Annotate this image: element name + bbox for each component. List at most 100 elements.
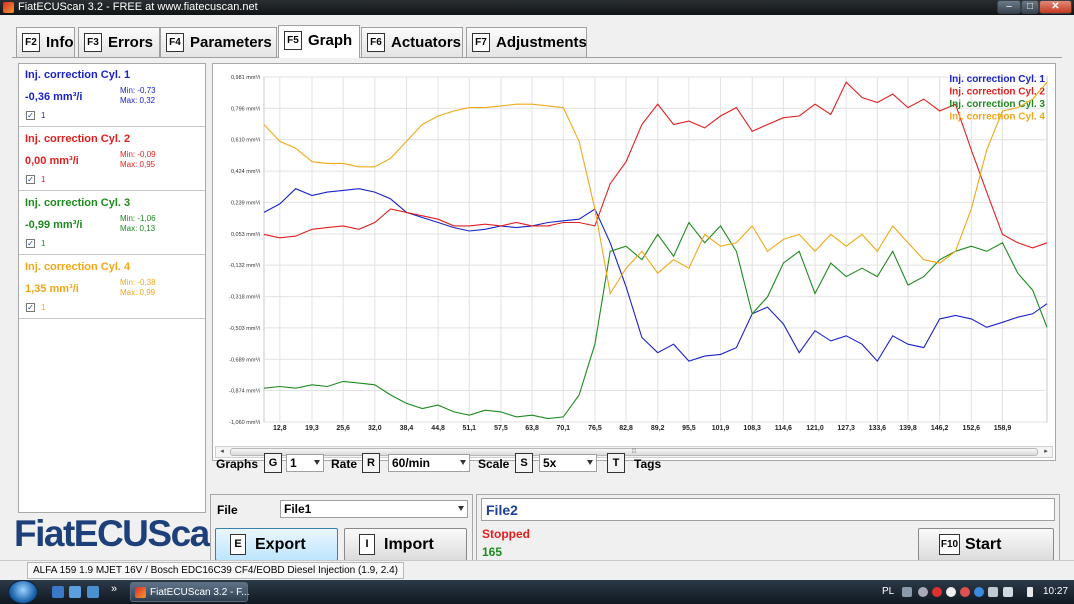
close-button[interactable]: ✕ bbox=[1039, 0, 1072, 14]
sensor-min: Min: -0,38 bbox=[120, 278, 156, 287]
tab-label: Parameters bbox=[190, 34, 272, 51]
export-button[interactable]: E Export bbox=[215, 528, 338, 561]
volume-icon[interactable] bbox=[988, 587, 998, 597]
clock[interactable]: 10:27 bbox=[1043, 586, 1069, 597]
quick-launch-more-icon[interactable]: » bbox=[111, 583, 118, 595]
battery-icon[interactable] bbox=[1027, 587, 1033, 597]
tab-label: Actuators bbox=[391, 34, 462, 51]
y-tick-label: -0,874 mm³/i bbox=[229, 389, 260, 395]
x-tick-label: 89,2 bbox=[651, 425, 665, 432]
line-chart: 0,981 mm³/i 0,796 mm³/i 0,610 mm³/i 0,424 m… bbox=[229, 74, 1048, 432]
sensor-name: Inj. correction Cyl. 4 bbox=[25, 261, 131, 273]
network-icon[interactable] bbox=[87, 586, 99, 598]
file-panel: File File1 E Export I Import bbox=[210, 494, 473, 564]
export-key: E bbox=[230, 534, 246, 555]
scale-key: S bbox=[515, 453, 533, 473]
x-tick-label: 158,9 bbox=[994, 425, 1012, 432]
x-tick-label: 32,0 bbox=[368, 425, 382, 432]
legend-entry: Inj. correction Cyl. 4 bbox=[949, 112, 1045, 123]
tab-parameters[interactable]: F4 Parameters bbox=[160, 27, 277, 57]
legend-entry: Inj. correction Cyl. 3 bbox=[949, 99, 1045, 110]
y-tick-label: 0,610 mm³/i bbox=[231, 138, 260, 144]
sensor-graph-index: 1 bbox=[41, 111, 46, 120]
chevron-down-icon bbox=[458, 506, 464, 511]
file-select[interactable]: File1 bbox=[280, 500, 468, 518]
plot-area bbox=[263, 76, 1048, 423]
graph-panel[interactable]: 0,981 mm³/i 0,796 mm³/i 0,610 mm³/i 0,424 m… bbox=[212, 63, 1056, 461]
legend-entry: Inj. correction Cyl. 1 bbox=[949, 74, 1045, 85]
start-button[interactable]: F10 Start bbox=[918, 528, 1054, 561]
sensor-list-panel: Inj. correction Cyl. 1 -0,36 mm³/i Min: … bbox=[18, 63, 206, 513]
minimize-button[interactable]: – bbox=[997, 0, 1021, 14]
sensor-max: Max: 0,95 bbox=[120, 160, 156, 169]
tab-info[interactable]: F2 Info bbox=[16, 27, 75, 57]
output-file-field[interactable]: File2 bbox=[481, 498, 1055, 521]
graphs-select[interactable]: 1 bbox=[286, 454, 324, 472]
tab-key: F2 bbox=[22, 33, 40, 52]
x-tick-label: 121,0 bbox=[806, 425, 824, 432]
scale-select[interactable]: 5x bbox=[539, 454, 597, 472]
sensor-item[interactable]: Inj. correction Cyl. 1 -0,36 mm³/i Min: … bbox=[19, 64, 205, 127]
y-tick-label: 0,796 mm³/i bbox=[231, 106, 260, 112]
tab-actuators[interactable]: F6 Actuators bbox=[361, 27, 463, 57]
x-tick-label: 70,1 bbox=[556, 425, 570, 432]
graphs-label: Graphs bbox=[216, 457, 259, 471]
import-key: I bbox=[359, 534, 375, 555]
scale-label: Scale bbox=[478, 457, 510, 471]
tab-adjustments[interactable]: F7 Adjustments bbox=[466, 27, 587, 57]
y-tick-label: -0,132 mm³/i bbox=[229, 263, 260, 269]
sample-count: 165 bbox=[482, 545, 503, 559]
sensor-checkbox[interactable]: ✓ bbox=[26, 303, 35, 312]
scroll-left-icon[interactable]: ◂ bbox=[220, 448, 224, 455]
scale-select-value: 5x bbox=[543, 456, 557, 470]
series-line-cyl-4 bbox=[263, 81, 1048, 295]
sensor-checkbox[interactable]: ✓ bbox=[26, 239, 35, 248]
tab-key: F7 bbox=[472, 33, 490, 52]
sensor-max: Max: 0,32 bbox=[120, 96, 156, 105]
status-bar: ALFA 159 1.9 MJET 16V / Bosch EDC16C39 C… bbox=[0, 560, 1074, 580]
tab-divider bbox=[12, 57, 1062, 58]
window-title-bar[interactable]: FiatECUScan 3.2 - FREE at www.fiatecusca… bbox=[0, 0, 1074, 15]
rate-select[interactable]: 60/min bbox=[388, 454, 470, 472]
antivirus-icon[interactable] bbox=[960, 587, 970, 597]
switch-windows-icon[interactable] bbox=[69, 586, 81, 598]
x-tick-label: 114,6 bbox=[775, 425, 792, 432]
start-button[interactable] bbox=[8, 580, 38, 604]
x-tick-label: 63,8 bbox=[525, 425, 539, 432]
tab-graph[interactable]: F5 Graph bbox=[278, 25, 360, 58]
chevron-down-icon bbox=[460, 460, 466, 465]
bluetooth-icon[interactable] bbox=[974, 587, 984, 597]
sensor-value: 1,35 mm³/i bbox=[25, 283, 79, 295]
sensor-item[interactable]: Inj. correction Cyl. 4 1,35 mm³/i Min: -… bbox=[19, 256, 205, 319]
sensor-item[interactable]: Inj. correction Cyl. 3 -0,99 mm³/i Min: … bbox=[19, 192, 205, 255]
tray-app-icon[interactable] bbox=[946, 587, 956, 597]
show-hidden-icons-icon[interactable] bbox=[918, 587, 928, 597]
taskbar-app-item[interactable]: FiatECUScan 3.2 - F... bbox=[130, 582, 249, 602]
scrollbar-thumb[interactable]: ⁞⁞⁞ bbox=[230, 448, 1038, 456]
x-tick-label: 25,6 bbox=[336, 425, 350, 432]
keyboard-icon[interactable] bbox=[902, 587, 912, 597]
security-alert-icon[interactable] bbox=[932, 587, 942, 597]
sensor-graph-index: 1 bbox=[41, 303, 46, 312]
network-status-icon[interactable] bbox=[1003, 587, 1013, 597]
tags-key[interactable]: T bbox=[607, 453, 625, 473]
sensor-checkbox[interactable]: ✓ bbox=[26, 175, 35, 184]
sensor-checkbox[interactable]: ✓ bbox=[26, 111, 35, 120]
import-label: Import bbox=[384, 536, 434, 553]
sensor-value: -0,36 mm³/i bbox=[25, 91, 83, 103]
show-desktop-icon[interactable] bbox=[52, 586, 64, 598]
taskbar: » FiatECUScan 3.2 - F... PL 10:27 bbox=[0, 580, 1074, 604]
scroll-right-icon[interactable]: ▸ bbox=[1044, 448, 1048, 455]
x-tick-label: 133,6 bbox=[869, 425, 887, 432]
sensor-item[interactable]: Inj. correction Cyl. 2 0,00 mm³/i Min: -… bbox=[19, 128, 205, 191]
y-tick-label: 0,239 mm³/i bbox=[231, 200, 260, 206]
language-indicator[interactable]: PL bbox=[882, 586, 895, 597]
x-tick-label: 108,3 bbox=[743, 425, 761, 432]
tab-errors[interactable]: F3 Errors bbox=[78, 27, 160, 57]
import-button[interactable]: I Import bbox=[344, 528, 467, 561]
graphs-key: G bbox=[264, 453, 282, 473]
vehicle-info: ALFA 159 1.9 MJET 16V / Bosch EDC16C39 C… bbox=[27, 562, 404, 579]
x-tick-label: 127,3 bbox=[837, 425, 855, 432]
maximize-button[interactable]: □ bbox=[1021, 0, 1039, 14]
x-tick-label: 12,8 bbox=[273, 425, 287, 432]
